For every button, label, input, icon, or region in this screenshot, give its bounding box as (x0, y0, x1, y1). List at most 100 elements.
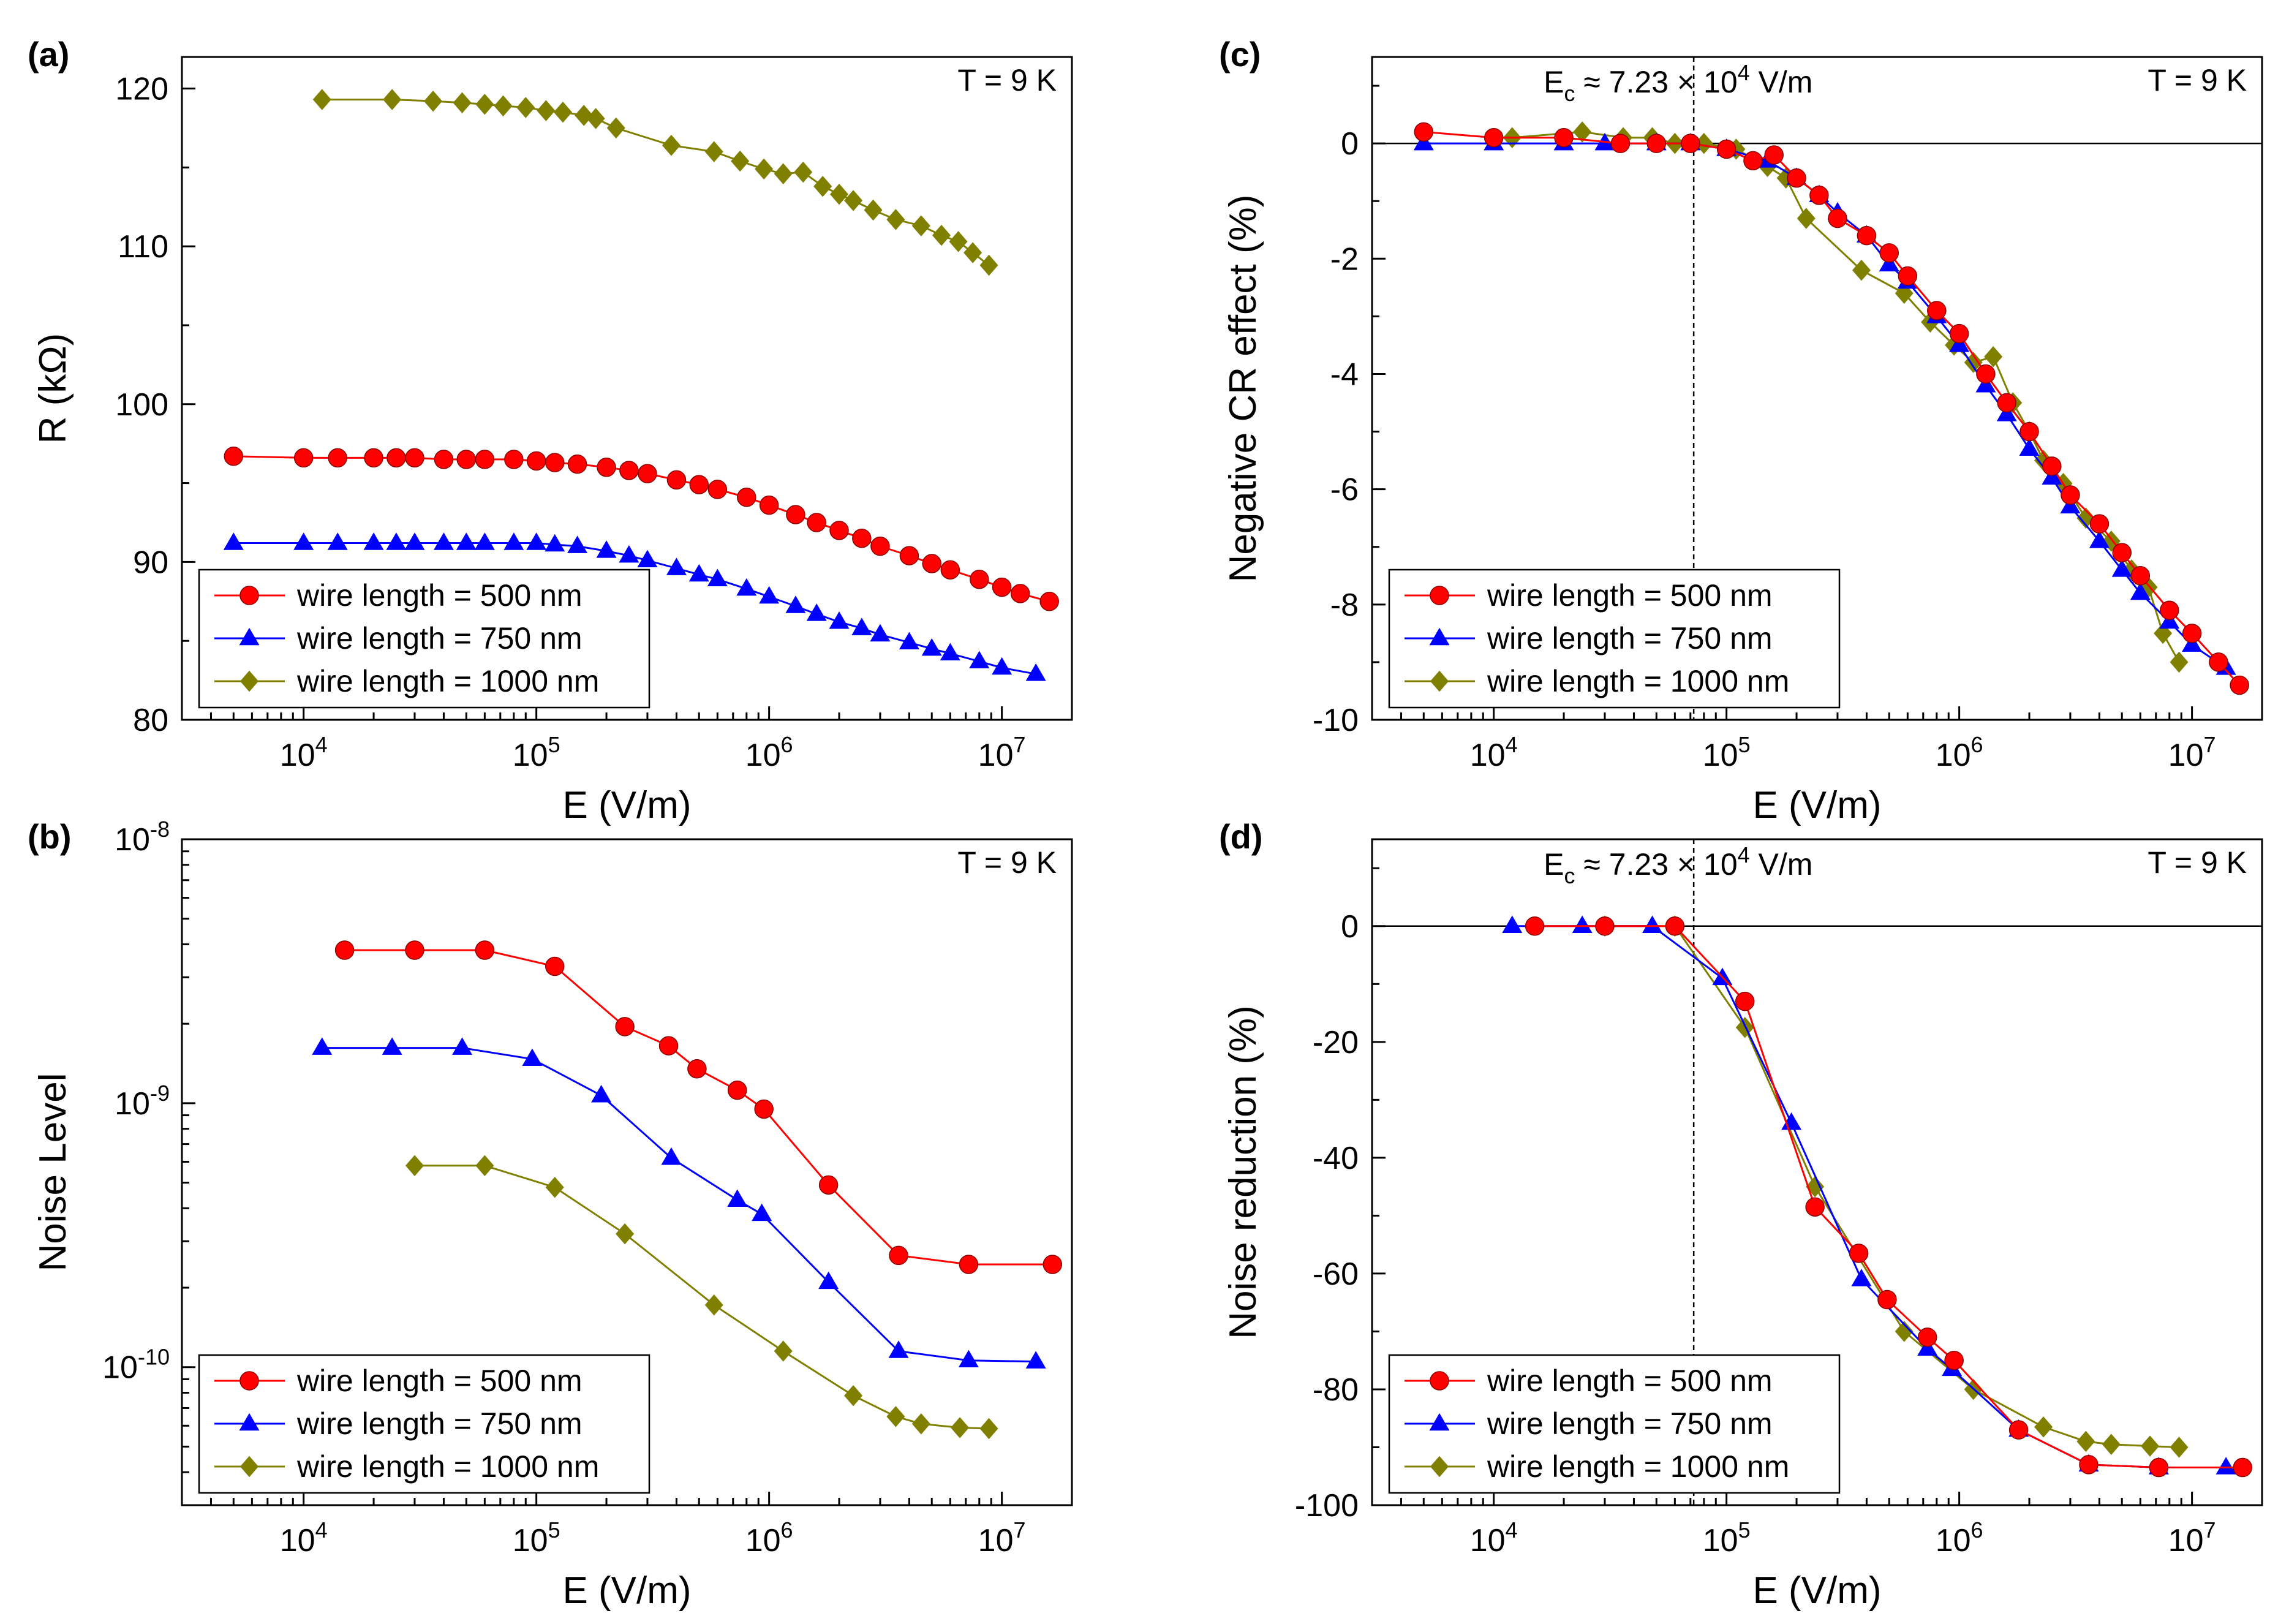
data-point (830, 183, 849, 205)
data-point (1572, 915, 1593, 934)
data-point (818, 1271, 839, 1290)
data-point (567, 535, 588, 553)
data-point (940, 560, 960, 580)
data-point (474, 532, 495, 550)
series-triangle (223, 532, 1046, 681)
data-point (1975, 375, 1996, 393)
y-tick-label: 0 (1341, 909, 1359, 945)
legend: wire length = 500 nm wire length = 750 nm… (1388, 568, 1841, 709)
data-point (806, 603, 827, 621)
data-point (752, 1203, 772, 1222)
legend-marker (239, 586, 259, 605)
data-point (870, 624, 891, 642)
legend-marker (1430, 1371, 1449, 1391)
panel-label: (c) (1219, 35, 1261, 74)
data-point (545, 534, 565, 552)
data-point (2170, 1437, 2189, 1458)
data-point (807, 513, 826, 532)
y-axis: -10 -8 -6 -4 -2 0 (1313, 85, 1386, 738)
data-point (1927, 301, 1947, 320)
legend-marker (239, 1371, 259, 1391)
data-point (586, 108, 605, 129)
y-axis-title: R (kΩ) (32, 333, 74, 444)
data-point (1984, 346, 2003, 368)
data-point (596, 540, 617, 558)
x-tick-label: 107 (2168, 732, 2216, 773)
series-line (344, 949, 1053, 1266)
data-point (223, 532, 244, 550)
data-point (2141, 1435, 2160, 1457)
data-point (829, 611, 850, 629)
legend-marker (1430, 670, 1449, 692)
data-point (963, 242, 982, 263)
data-point (922, 554, 941, 573)
data-point (970, 569, 989, 589)
data-point (774, 163, 793, 184)
x-tick-label: 105 (1703, 1517, 1751, 1558)
data-point (1787, 168, 1806, 188)
legend-label: wire length = 1000 nm (296, 1449, 599, 1484)
data-point (1857, 225, 1877, 246)
panel-c: (c) T = 9 K 104 105 106 107 E (V/m) -10 -8 -6 -4 -2… (1219, 35, 2263, 826)
data-point (2042, 456, 2062, 476)
data-point (754, 1099, 774, 1119)
series-diamond (312, 89, 998, 276)
y-tick-label: 80 (133, 703, 168, 738)
data-point (727, 1189, 748, 1207)
x-tick-label: 104 (1470, 732, 1518, 773)
data-point (383, 89, 402, 110)
data-point (921, 638, 942, 656)
data-point (615, 1017, 635, 1037)
data-point (526, 451, 546, 471)
y-tick-label: -2 (1330, 241, 1359, 277)
y-axis-title: Noise reduction (%) (1222, 1005, 1264, 1339)
data-point (1554, 127, 1574, 148)
y-axis-title: Negative CR effect (%) (1222, 195, 1264, 583)
data-point (545, 453, 565, 472)
legend: wire length = 500 nm wire length = 750 nm… (198, 1354, 650, 1494)
data-point (844, 190, 863, 211)
data-point (2060, 496, 2081, 514)
data-point (522, 1048, 543, 1067)
data-point (786, 505, 805, 524)
data-point (829, 521, 849, 540)
series-triangle (312, 1037, 1046, 1369)
data-point (456, 532, 477, 550)
data-point (1010, 584, 1030, 603)
legend-label: wire length = 1000 nm (1487, 1449, 1789, 1484)
data-point (689, 475, 709, 494)
data-point (2102, 1433, 2121, 1456)
y-tick-label: 100 (115, 387, 168, 423)
x-axis-title: E (V/m) (1752, 1569, 1881, 1612)
x-axis: 104 105 106 107 (181, 706, 1073, 773)
data-point (1879, 254, 1899, 271)
data-point (2079, 1455, 2099, 1475)
y-tick-label: -60 (1313, 1256, 1359, 1292)
data-point (1043, 1255, 1063, 1274)
data-point (736, 578, 757, 596)
data-point (852, 528, 872, 548)
data-point (969, 651, 990, 668)
data-point (1610, 134, 1631, 153)
data-point (1025, 1351, 1046, 1369)
data-point (2154, 622, 2173, 644)
data-point (2182, 634, 2203, 652)
data-point (2008, 1420, 2029, 1440)
data-point (1949, 334, 1970, 352)
data-point (433, 532, 454, 550)
data-point (382, 1037, 402, 1055)
data-point (224, 447, 244, 466)
plot-frame (181, 838, 1073, 1506)
data-point (886, 1406, 905, 1427)
data-point (658, 1036, 679, 1056)
data-point (1681, 134, 1700, 153)
data-point (364, 448, 383, 468)
legend-label: wire length = 500 nm (296, 1364, 583, 1398)
threshold-label: Ec ≈ 7.23 × 104 V/m (1544, 60, 1812, 106)
data-point (475, 1155, 494, 1177)
series-diamond (405, 1155, 998, 1440)
legend: wire length = 500 nm wire length = 750 nm… (198, 568, 650, 709)
data-point (387, 448, 406, 468)
data-point (755, 158, 774, 180)
